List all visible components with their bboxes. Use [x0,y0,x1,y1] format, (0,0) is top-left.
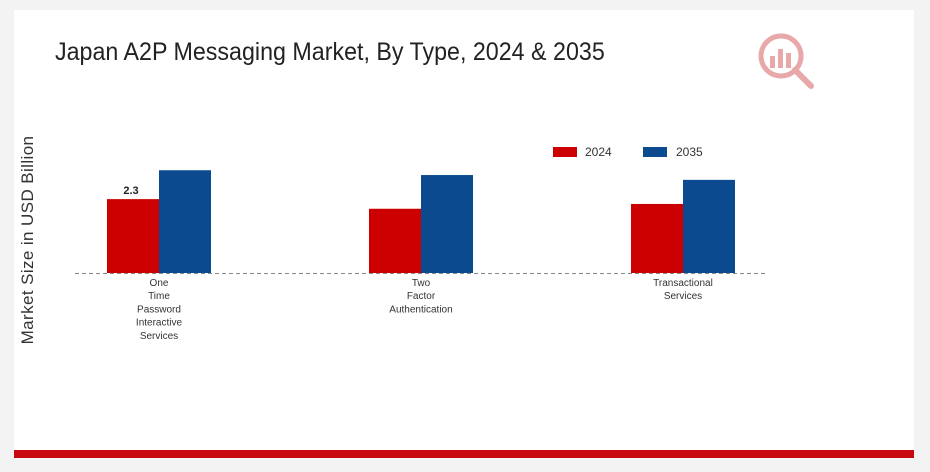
legend-label-2024: 2024 [585,145,612,159]
bar-2024-2 [631,203,683,273]
bar-2024-0 [107,199,159,273]
bar-2035-1 [421,175,473,273]
bar-2035-2 [683,179,735,273]
brand-logo-icon [758,33,814,89]
legend-label-2035: 2035 [676,145,703,159]
x-tick-label-2: Transactional Services [653,278,713,302]
bar-2024-1 [369,208,421,273]
legend-swatch-2035 [643,147,667,157]
data-label-0: 2.3 [123,185,138,197]
x-tick-label-0: One Time Password Interactive Services [136,278,183,342]
chart-title: Japan A2P Messaging Market, By Type, 202… [55,38,605,66]
bar-2035-0 [159,170,211,273]
legend-swatch-2024 [553,147,577,157]
bottom-accent-bar [14,450,914,458]
x-tick-label-1: Two Factor Authentication [389,278,452,315]
